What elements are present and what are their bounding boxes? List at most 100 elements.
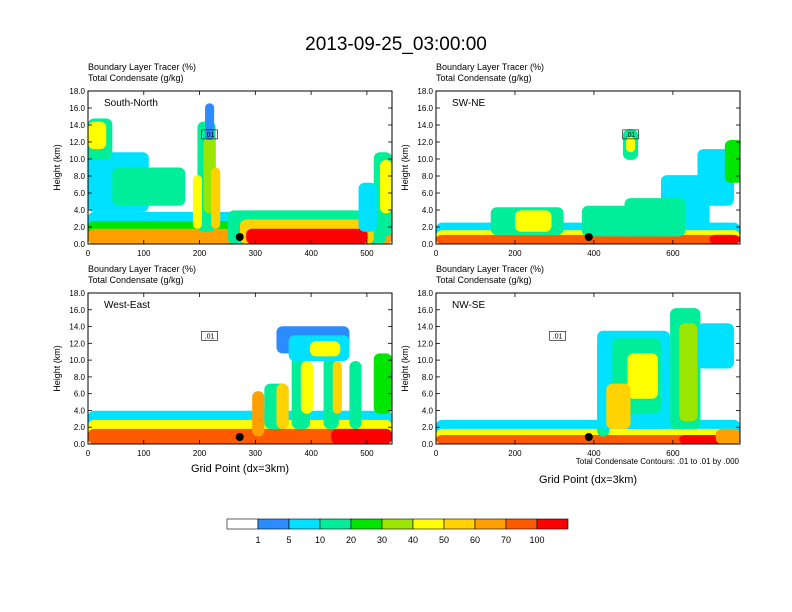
tracer-cell — [112, 167, 186, 206]
x-tick-label: 0 — [86, 449, 91, 458]
tracer-field — [436, 91, 740, 244]
y-tick-label: 18.0 — [417, 289, 433, 298]
colorbar-label: 1 — [255, 535, 260, 545]
y-tick-label: 6.0 — [74, 189, 86, 198]
site-marker — [235, 433, 244, 441]
colorbar-swatch — [505, 518, 538, 530]
tracer-cell — [358, 182, 377, 232]
y-axis-label: Height (km) — [52, 345, 62, 392]
panel-subtitle-condensate: Total Condensate (g/kg) — [88, 275, 184, 285]
colorbar-swatch — [226, 518, 259, 530]
site-marker — [584, 433, 593, 441]
y-tick-label: 0.0 — [74, 440, 86, 449]
y-tick-label: 18.0 — [69, 289, 85, 298]
x-tick-label: 400 — [304, 449, 318, 458]
x-tick-label: 100 — [137, 449, 151, 458]
y-tick-label: 12.0 — [417, 138, 433, 147]
plot-frame — [435, 292, 741, 445]
tracer-cell — [697, 323, 734, 369]
x-tick-label: 0 — [434, 249, 439, 258]
y-tick-label: 14.0 — [69, 323, 85, 332]
x-tick-label: 500 — [360, 449, 374, 458]
y-tick-label: 10.0 — [69, 356, 85, 365]
tracer-cell — [246, 228, 368, 244]
tracer-cell — [515, 210, 552, 232]
contour-label: .01 — [626, 132, 636, 139]
y-tick-label: 8.0 — [74, 172, 86, 181]
panel-name: SW-NE — [452, 98, 485, 109]
tracer-cell — [300, 360, 313, 414]
y-tick-label: 18.0 — [417, 87, 433, 96]
x-axis-label-right: Grid Point (dx=3km) — [539, 474, 637, 486]
panel-subtitle-condensate: Total Condensate (g/kg) — [436, 275, 532, 285]
y-tick-label: 6.0 — [422, 390, 434, 399]
colorbar-label: 50 — [439, 535, 449, 545]
panel-name: South-North — [104, 98, 158, 109]
tracer-cell — [252, 391, 265, 437]
panel-name: NW-SE — [452, 300, 485, 311]
y-tick-label: 12.0 — [69, 339, 85, 348]
x-tick-label: 200 — [193, 249, 207, 258]
tracer-cell — [379, 159, 392, 214]
colorbar-swatch — [350, 518, 383, 530]
panel-subtitle-tracer: Boundary Layer Tracer (%) — [88, 264, 196, 274]
y-tick-label: 14.0 — [69, 121, 85, 130]
y-tick-label: 16.0 — [417, 104, 433, 113]
x-axis-label-left: Grid Point (dx=3km) — [191, 463, 289, 475]
tracer-cell — [349, 360, 362, 429]
tracer-field — [88, 293, 392, 444]
colorbar-label: 40 — [408, 535, 418, 545]
panel-sw-ne: Boundary Layer Tracer (%)Total Condensat… — [400, 62, 741, 258]
y-tick-label: 16.0 — [69, 104, 85, 113]
plot-frame — [435, 90, 741, 245]
y-tick-label: 16.0 — [69, 306, 85, 315]
y-tick-label: 2.0 — [422, 223, 434, 232]
y-axis-label: Height (km) — [400, 345, 410, 392]
colorbar-label: 70 — [501, 535, 511, 545]
y-tick-label: 4.0 — [422, 206, 434, 215]
tracer-cell — [211, 167, 221, 229]
colorbar-swatch — [319, 518, 352, 530]
tracer-cell — [606, 383, 631, 429]
tracer-field — [436, 293, 740, 444]
tracer-cell — [679, 323, 698, 422]
panel-subtitle-tracer: Boundary Layer Tracer (%) — [436, 62, 544, 72]
tracer-cell — [724, 139, 740, 183]
tracer-cell — [709, 234, 740, 244]
y-tick-label: 18.0 — [69, 87, 85, 96]
panel-subtitle-tracer: Boundary Layer Tracer (%) — [436, 264, 544, 274]
x-tick-label: 200 — [508, 249, 522, 258]
y-tick-label: 6.0 — [74, 390, 86, 399]
site-marker — [584, 233, 593, 241]
y-tick-label: 4.0 — [74, 206, 86, 215]
plot-frame — [87, 90, 393, 245]
panel-west-east: Boundary Layer Tracer (%)Total Condensat… — [52, 264, 393, 458]
y-axis-label: Height (km) — [52, 144, 62, 191]
plot-frame — [87, 292, 393, 445]
y-tick-label: 14.0 — [417, 121, 433, 130]
colorbar-swatch — [443, 518, 476, 530]
y-tick-label: 0.0 — [422, 440, 434, 449]
tracer-cell — [627, 353, 658, 399]
y-tick-label: 4.0 — [422, 406, 434, 415]
colorbar-swatch — [257, 518, 290, 530]
x-tick-label: 300 — [249, 249, 263, 258]
contour-label: .01 — [205, 333, 215, 340]
y-tick-label: 10.0 — [417, 356, 433, 365]
y-tick-label: 2.0 — [74, 223, 86, 232]
colorbar-label: 5 — [286, 535, 291, 545]
y-tick-label: 0.0 — [74, 240, 86, 249]
y-tick-label: 0.0 — [422, 240, 434, 249]
x-tick-label: 100 — [137, 249, 151, 258]
y-tick-label: 12.0 — [69, 138, 85, 147]
y-tick-label: 6.0 — [422, 189, 434, 198]
x-tick-label: 200 — [508, 449, 522, 458]
x-tick-label: 500 — [360, 249, 374, 258]
contour-label: .01 — [553, 333, 563, 340]
x-tick-label: 400 — [304, 249, 318, 258]
colorbar-label: 100 — [529, 535, 544, 545]
y-tick-label: 14.0 — [417, 323, 433, 332]
colorbar-label: 10 — [315, 535, 325, 545]
contour-note: Total Condensate Contours: .01 to .01 by… — [576, 457, 740, 466]
colorbar: 1 5 10 20 30 40 50 60 70 100 — [226, 518, 569, 545]
